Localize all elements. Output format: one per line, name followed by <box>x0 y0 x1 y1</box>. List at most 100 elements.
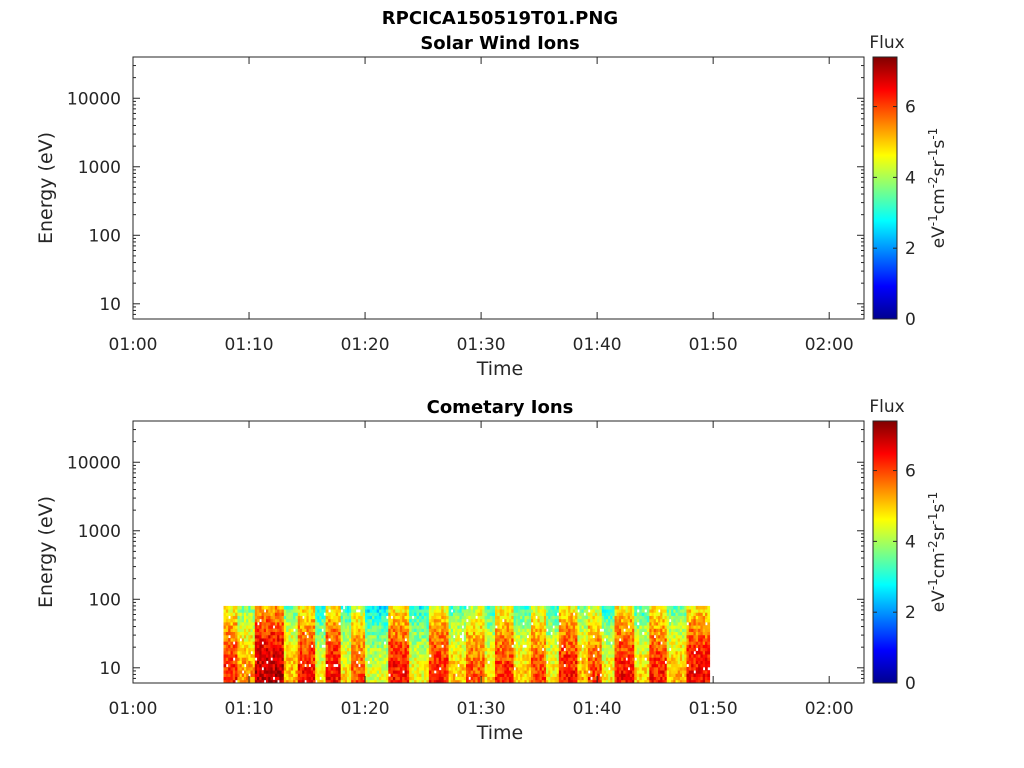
heatmap-cell <box>312 644 316 649</box>
heatmap-cell <box>355 628 359 633</box>
heatmap-cell <box>286 657 289 661</box>
heatmap-cell <box>597 631 600 636</box>
heatmap-cell <box>426 663 430 668</box>
heatmap-cell <box>568 615 571 620</box>
heatmap-cell <box>230 625 234 629</box>
heatmap-cell <box>472 628 476 633</box>
heatmap-cell <box>515 663 519 668</box>
heatmap-cell <box>468 621 472 626</box>
heatmap-cell <box>475 647 479 652</box>
heatmap-cell <box>438 660 442 665</box>
heatmap-cell <box>436 638 440 642</box>
heatmap-cell <box>497 631 501 636</box>
heatmap-cell <box>522 628 525 633</box>
heatmap-cell <box>572 670 576 674</box>
heatmap-cell <box>693 657 697 661</box>
heatmap-cell <box>601 625 605 629</box>
heatmap-cell <box>632 673 635 677</box>
heatmap-cell <box>268 621 271 626</box>
heatmap-cell <box>666 657 670 661</box>
heatmap-cell <box>575 605 578 610</box>
heatmap-cell <box>404 673 408 677</box>
heatmap-cell <box>594 673 598 677</box>
heatmap-cell <box>404 657 408 661</box>
heatmap-cell <box>365 650 368 655</box>
heatmap-cell <box>572 650 576 655</box>
heatmap-cell <box>487 666 491 671</box>
heatmap-cell <box>317 650 320 655</box>
heatmap-cell <box>288 663 292 668</box>
heatmap-cell <box>550 670 553 674</box>
heatmap-cell <box>441 638 445 642</box>
heatmap-cell <box>281 679 285 683</box>
heatmap-cell <box>524 657 528 661</box>
heatmap-cell <box>274 647 278 652</box>
heatmap-cell <box>614 641 618 645</box>
heatmap-cell <box>230 641 234 645</box>
heatmap-cell <box>636 679 640 683</box>
heatmap-cell <box>304 641 307 645</box>
heatmap-cell <box>346 663 350 668</box>
heatmap-cell <box>319 612 322 616</box>
heatmap-cell <box>612 650 615 655</box>
heatmap-cell <box>423 660 427 665</box>
heatmap-cell <box>482 634 485 639</box>
heatmap-cell <box>671 673 674 677</box>
heatmap-cell <box>310 612 314 616</box>
heatmap-cell <box>383 647 387 652</box>
heatmap-cell <box>369 676 373 681</box>
heatmap-cell <box>450 663 454 668</box>
heatmap-cell <box>577 663 580 668</box>
heatmap-cell <box>583 638 587 642</box>
heatmap-cell <box>682 644 685 649</box>
heatmap-cell <box>698 647 701 652</box>
heatmap-cell <box>552 605 555 610</box>
heatmap-cell <box>438 625 442 629</box>
heatmap-cell <box>616 641 620 645</box>
heatmap-cell <box>636 605 640 610</box>
heatmap-cell <box>653 673 657 677</box>
heatmap-cell <box>304 654 307 658</box>
heatmap-cell <box>621 634 624 639</box>
heatmap-cell <box>466 612 469 616</box>
heatmap-cell <box>423 673 427 677</box>
heatmap-cell <box>317 634 320 639</box>
heatmap-cell <box>428 679 432 683</box>
heatmap-cell <box>497 634 501 639</box>
heatmap-cell <box>342 676 346 681</box>
heatmap-cell <box>399 621 403 626</box>
heatmap-cell <box>639 628 643 633</box>
heatmap-cell <box>349 647 352 652</box>
heatmap-cell <box>575 621 578 626</box>
heatmap-cell <box>623 618 626 623</box>
heatmap-cell <box>452 618 456 623</box>
heatmap-cell <box>421 609 425 613</box>
heatmap-cell <box>621 612 624 616</box>
heatmap-cell <box>677 628 681 633</box>
heatmap-cell <box>565 609 569 613</box>
heatmap-cell <box>446 654 450 658</box>
heatmap-cell <box>344 621 348 626</box>
heatmap-cell <box>550 663 553 668</box>
heatmap-cell <box>385 663 389 668</box>
heatmap-cell <box>312 660 316 665</box>
heatmap-cell <box>250 679 254 683</box>
heatmap-cell <box>629 660 633 665</box>
heatmap-cell <box>250 654 254 658</box>
heatmap-cell <box>428 650 432 655</box>
heatmap-cell <box>660 650 663 655</box>
heatmap-cell <box>627 647 631 652</box>
heatmap-cell <box>423 615 427 620</box>
heatmap-cell <box>223 621 227 626</box>
heatmap-cell <box>651 631 655 636</box>
heatmap-cell <box>250 634 254 639</box>
heatmap-cell <box>446 670 450 674</box>
heatmap-cell <box>362 625 366 629</box>
heatmap-cell <box>281 634 285 639</box>
heatmap-cell <box>484 641 488 645</box>
heatmap-cell <box>419 676 422 681</box>
heatmap-cell <box>411 634 415 639</box>
heatmap-cell <box>428 612 432 616</box>
heatmap-cell <box>625 679 629 683</box>
heatmap-cell <box>448 638 452 642</box>
